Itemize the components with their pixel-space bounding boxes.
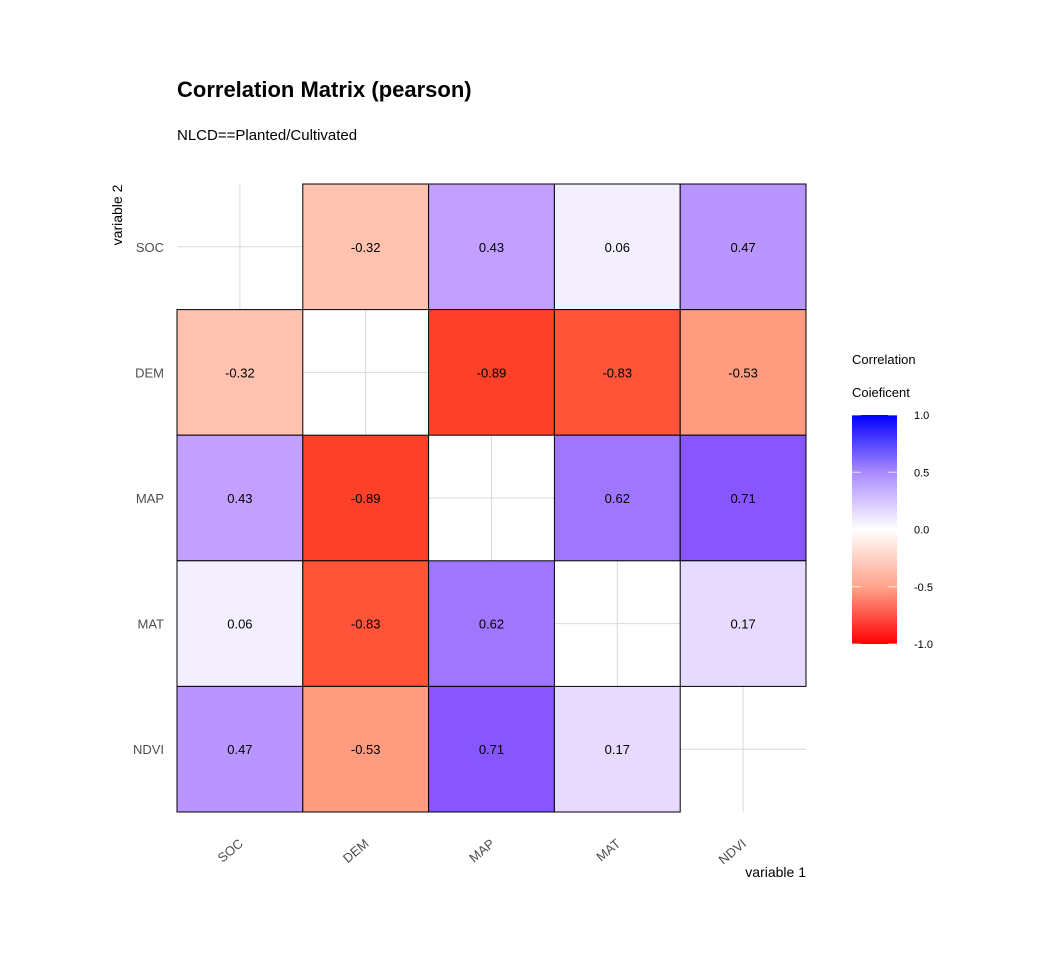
cell-value-label: -0.83 — [351, 617, 381, 632]
heatmap-cell — [428, 685, 555, 813]
cell-value-label: 0.71 — [730, 491, 755, 506]
heatmap-cell — [302, 560, 430, 687]
cell-value-label: 0.47 — [227, 742, 252, 757]
y-tick-label: MAP — [136, 491, 164, 506]
cell-value-label: -0.83 — [602, 365, 632, 380]
cell-value-label: -0.32 — [351, 240, 381, 255]
x-axis-label: variable 1 — [745, 864, 806, 880]
y-tick-label: NDVI — [133, 742, 164, 757]
cell-value-label: 0.43 — [479, 240, 504, 255]
cell-value-label: 0.71 — [479, 742, 504, 757]
legend: Correlation Coieficent 1.0 0.5 0.0 -0.5 -1.0 — [852, 352, 933, 651]
legend-tick-label: -0.5 — [914, 582, 933, 594]
cell-value-label: 0.62 — [479, 617, 504, 632]
legend-tick-label: 1.0 — [914, 410, 929, 422]
y-tick-label: MAT — [138, 617, 165, 632]
cell-value-label: -0.89 — [351, 491, 381, 506]
heatmap-cell — [428, 183, 555, 311]
heatmap-cell — [679, 183, 807, 311]
cell-value-label: 0.06 — [227, 617, 252, 632]
heatmap-cell — [553, 434, 681, 562]
legend-title-line2: Coieficent — [852, 385, 910, 400]
legend-tick-label: 0.5 — [914, 467, 929, 479]
y-tick-label: DEM — [135, 365, 164, 380]
heatmap-cell — [176, 309, 304, 436]
cell-value-label: 0.43 — [227, 491, 252, 506]
heatmap-cell — [302, 685, 430, 813]
heatmap-cell — [302, 183, 430, 311]
cell-value-label: -0.32 — [225, 365, 255, 380]
y-tick-label: SOC — [136, 240, 164, 255]
cell-value-label: 0.47 — [730, 240, 755, 255]
legend-tick-label: 0.0 — [914, 525, 929, 537]
heatmap-cell — [679, 434, 807, 562]
legend-title-line1: Correlation — [852, 352, 916, 367]
chart-title: Correlation Matrix (pearson) — [177, 77, 472, 102]
heatmap-cell — [553, 309, 681, 436]
heatmap-cell — [428, 309, 555, 436]
cell-value-label: 0.62 — [605, 491, 630, 506]
y-axis-label: variable 2 — [109, 184, 125, 245]
heatmap-cell — [176, 434, 304, 562]
legend-tick-label: -1.0 — [914, 639, 933, 651]
y-tick-labels: SOC DEM MAP MAT NDVI — [133, 240, 164, 757]
heatmap-cell — [176, 560, 304, 687]
cell-value-label: -0.53 — [351, 742, 381, 757]
heatmap-cell — [553, 685, 681, 813]
cell-value-label: 0.17 — [605, 742, 630, 757]
cell-value-label: -0.53 — [728, 365, 758, 380]
cell-value-label: -0.89 — [477, 365, 507, 380]
heatmap-cells: -0.32 0.43 0.06 0.47 -0.32 -0.89 -0.83 -0.53 0.4… — [176, 183, 807, 813]
heatmap-cell — [428, 560, 555, 687]
cell-value-label: 0.06 — [605, 240, 630, 255]
chart-subtitle: NLCD==Planted/Cultivated — [177, 127, 357, 144]
heatmap-cell — [679, 560, 807, 687]
heatmap-cell — [679, 309, 807, 436]
cell-value-label: 0.17 — [730, 617, 755, 632]
